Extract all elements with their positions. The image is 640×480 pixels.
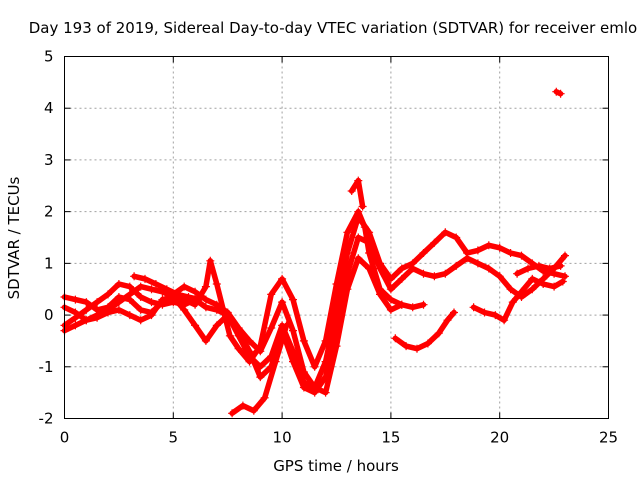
- series-track-g: [347, 176, 367, 211]
- y-tick-label: 5: [44, 48, 54, 66]
- axis-ticks: 0 5 10 15 20 25 -2 -1 0 1 2 3 4 5: [39, 48, 619, 447]
- data-series: [60, 87, 569, 418]
- y-axis-label: SDTVAR / TECUs: [5, 176, 23, 299]
- series-band: [229, 322, 290, 417]
- chart-title: Day 193 of 2019, Sidereal Day-to-day VTE…: [29, 19, 638, 37]
- series-track-e: [130, 272, 204, 304]
- grid: [64, 56, 609, 419]
- point-markers: [513, 261, 565, 278]
- y-tick-label: 3: [44, 151, 54, 169]
- x-tick-label: 20: [490, 429, 509, 447]
- y-tick-label: 0: [44, 306, 54, 324]
- point-markers: [347, 176, 367, 211]
- series-band: [470, 276, 566, 323]
- series-track-f: [228, 321, 291, 418]
- x-tick-label: 10: [273, 429, 292, 447]
- series-track-i: [469, 274, 567, 325]
- x-tick-label: 25: [599, 429, 618, 447]
- y-tick-label: 2: [44, 203, 54, 221]
- series-band: [348, 177, 366, 210]
- point-markers: [228, 321, 291, 418]
- y-tick-label: 1: [44, 254, 54, 272]
- point-markers: [552, 87, 565, 98]
- series-track-d: [60, 254, 406, 397]
- x-tick-label: 15: [381, 429, 400, 447]
- point-markers: [130, 272, 204, 304]
- plot-frame: [64, 56, 609, 419]
- y-tick-label: -2: [39, 410, 54, 428]
- x-axis-label: GPS time / hours: [273, 457, 399, 475]
- point-markers: [391, 308, 458, 353]
- series-band: [61, 255, 405, 396]
- series-outlier: [552, 87, 565, 98]
- x-tick-label: 5: [169, 429, 179, 447]
- x-tick-label: 0: [60, 429, 70, 447]
- series-track-j: [513, 261, 565, 278]
- y-tick-label: -1: [39, 358, 54, 376]
- series-track-h: [391, 308, 458, 353]
- point-markers: [469, 274, 567, 325]
- y-tick-label: 4: [44, 99, 54, 117]
